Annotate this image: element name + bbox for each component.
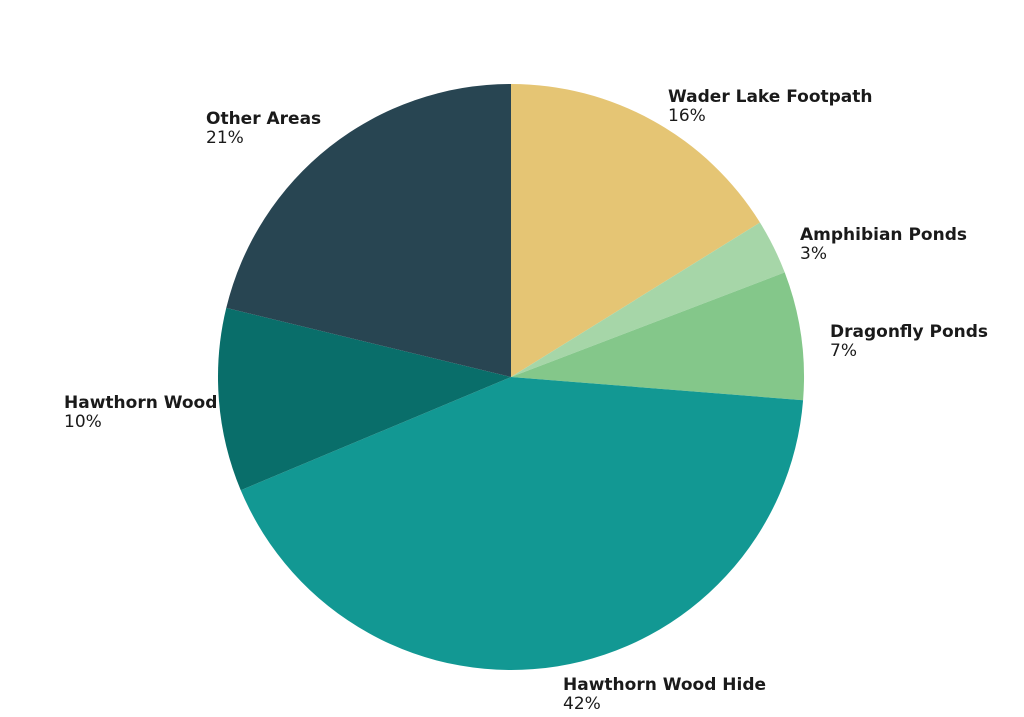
slice-value-hawthorn-wood: 10% bbox=[64, 412, 102, 432]
slice-value-hawthorn-wood-hide: 42% bbox=[563, 694, 601, 714]
slice-label-wader-lake-footpath: Wader Lake Footpath bbox=[668, 87, 873, 107]
pie-slice-hawthorn-wood-hide bbox=[240, 377, 804, 671]
slice-value-amphibian-ponds: 3% bbox=[800, 244, 827, 264]
pie-slice-other-areas bbox=[226, 84, 511, 377]
pie-slice-wader-lake-footpath bbox=[511, 83, 760, 377]
slice-label-amphibian-ponds: Amphibian Ponds bbox=[800, 225, 967, 245]
slice-value-dragonfly-ponds: 7% bbox=[830, 341, 857, 361]
slice-label-hawthorn-wood-hide: Hawthorn Wood Hide bbox=[563, 675, 766, 695]
pie-slice-amphibian-ponds bbox=[511, 222, 785, 377]
pie-slice-dragonfly-ponds bbox=[511, 272, 805, 401]
slice-value-wader-lake-footpath: 16% bbox=[668, 106, 706, 126]
pie-slices bbox=[217, 83, 805, 671]
slice-label-hawthorn-wood: Hawthorn Wood bbox=[64, 393, 217, 413]
pie-slice-hawthorn-wood bbox=[217, 307, 512, 491]
slice-label-dragonfly-ponds: Dragonfly Ponds bbox=[830, 322, 988, 342]
slice-value-other-areas: 21% bbox=[206, 128, 244, 148]
slice-label-other-areas: Other Areas bbox=[206, 109, 321, 129]
